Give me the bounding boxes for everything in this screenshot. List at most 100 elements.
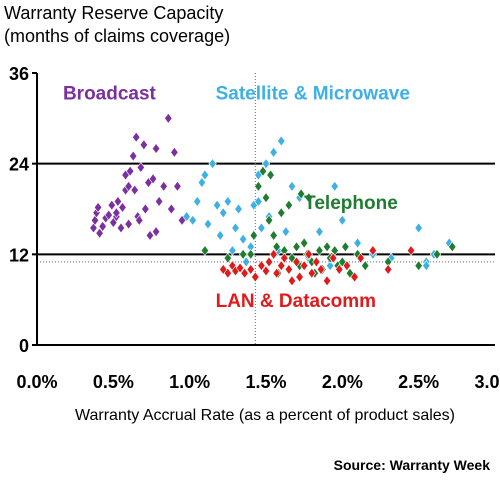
data-point-broadcast (104, 209, 113, 221)
data-point-broadcast (130, 184, 139, 196)
data-point-satellite-microwave (188, 214, 197, 226)
data-point-lan-datacomm (287, 275, 297, 287)
data-point-satellite-microwave (261, 158, 271, 170)
data-point-broadcast (112, 207, 121, 219)
data-point-satellite-microwave (208, 158, 217, 170)
data-point-telephone (296, 188, 306, 200)
data-point-satellite-microwave (254, 195, 263, 207)
data-point-broadcast (89, 222, 98, 234)
data-point-broadcast (167, 203, 176, 215)
data-point-broadcast (159, 180, 168, 192)
chart-title-line-2: (months of claims coverage) (4, 26, 230, 46)
data-point-satellite-microwave (325, 260, 335, 272)
x-tick-label: 3.0% (474, 372, 500, 392)
y-tick-label: 36 (9, 64, 29, 84)
data-point-broadcast (107, 199, 116, 211)
data-point-lan-datacomm (284, 263, 294, 275)
data-point-satellite-microwave (219, 207, 228, 219)
data-point-satellite-microwave (223, 195, 232, 207)
data-point-satellite-microwave (182, 211, 191, 223)
data-point-lan-datacomm (307, 267, 316, 279)
data-point-satellite-microwave (330, 180, 339, 192)
data-point-broadcast (93, 201, 103, 213)
data-point-broadcast (139, 139, 148, 151)
data-point-lan-datacomm (304, 248, 313, 260)
data-point-lan-datacomm (246, 263, 255, 275)
data-point-lan-datacomm (384, 263, 393, 275)
series-label-telephone: Telephone (304, 193, 398, 214)
data-point-lan-datacomm (312, 256, 321, 268)
x-axis-label: Warranty Accrual Rate (as a percent of p… (75, 407, 455, 424)
data-point-broadcast (132, 131, 141, 143)
data-point-satellite-microwave (238, 233, 248, 245)
data-point-telephone (361, 260, 370, 272)
series-label-broadcast: Broadcast (63, 83, 157, 104)
data-point-satellite-microwave (197, 177, 207, 189)
data-point-satellite-microwave (216, 229, 225, 241)
series-labels: Broadcast Satellite & Microwave Telephone L… (63, 83, 410, 312)
data-point-lan-datacomm (261, 265, 271, 277)
data-point-telephone (304, 192, 313, 204)
axes (32, 72, 495, 346)
data-point-lan-datacomm (329, 252, 338, 264)
data-point-telephone (272, 241, 281, 253)
data-point-broadcast (98, 220, 107, 232)
data-point-telephone (315, 245, 324, 257)
data-point-lan-datacomm (350, 271, 359, 283)
data-point-satellite-microwave (353, 237, 362, 249)
gridlines (37, 162, 495, 256)
data-point-satellite-microwave (234, 203, 243, 215)
data-point-telephone (258, 165, 268, 177)
data-point-lan-datacomm (322, 275, 332, 287)
data-point-telephone (322, 241, 332, 253)
series-label-lan-datacomm: LAN & Datacomm (216, 291, 376, 312)
data-point-telephone (223, 252, 232, 264)
data-point-telephone (284, 199, 294, 211)
data-point-broadcast (90, 214, 100, 226)
y-tick-label: 12 (9, 245, 29, 265)
x-tick-label: 1.0% (169, 372, 210, 392)
data-point-lan-datacomm (280, 252, 289, 264)
data-point-satellite-microwave (242, 256, 251, 268)
data-point-satellite-microwave (269, 146, 278, 158)
data-point-telephone (341, 241, 350, 253)
data-point-lan-datacomm (272, 267, 281, 279)
data-point-satellite-microwave (257, 222, 266, 234)
data-point-broadcast (170, 146, 179, 158)
data-point-broadcast (135, 214, 144, 226)
data-point-satellite-microwave (213, 199, 222, 211)
x-tick-label: 1.5% (245, 372, 286, 392)
data-point-telephone (200, 245, 210, 257)
x-tick-label: 2.0% (322, 372, 363, 392)
data-point-broadcast (151, 143, 161, 155)
data-point-lan-datacomm (342, 260, 352, 272)
data-point-telephone (264, 214, 274, 226)
chart-title-line-1: Warranty Reserve Capacity (4, 3, 223, 23)
data-point-telephone (414, 260, 423, 272)
data-point-satellite-microwave (231, 222, 240, 234)
data-point-lan-datacomm (316, 263, 326, 275)
data-point-telephone (238, 248, 248, 260)
data-point-broadcast (164, 112, 173, 124)
data-point-telephone (292, 241, 301, 253)
data-point-telephone (266, 169, 275, 181)
data-point-broadcast (141, 203, 150, 215)
data-point-broadcast (126, 165, 135, 177)
data-point-lan-datacomm (295, 271, 304, 283)
data-point-lan-datacomm (251, 271, 260, 283)
data-point-broadcast (148, 173, 158, 185)
data-point-telephone (300, 237, 309, 249)
data-point-satellite-microwave (277, 135, 286, 147)
data-point-broadcast (118, 201, 127, 213)
data-point-satellite-microwave (228, 245, 237, 257)
data-point-satellite-microwave (200, 169, 210, 181)
data-point-lan-datacomm (257, 260, 266, 272)
data-point-broadcast (151, 226, 161, 238)
data-point-satellite-microwave (422, 260, 431, 272)
x-tick-label: 0.5% (93, 372, 134, 392)
tick-labels: 0 12 24 36 0.0% 0.5% 1.0% 1.5% 2.0% 2.5% 3.0% (9, 64, 500, 392)
data-point-satellite-microwave (203, 218, 213, 230)
data-point-broadcast (129, 150, 138, 162)
data-point-satellite-microwave (193, 195, 202, 207)
